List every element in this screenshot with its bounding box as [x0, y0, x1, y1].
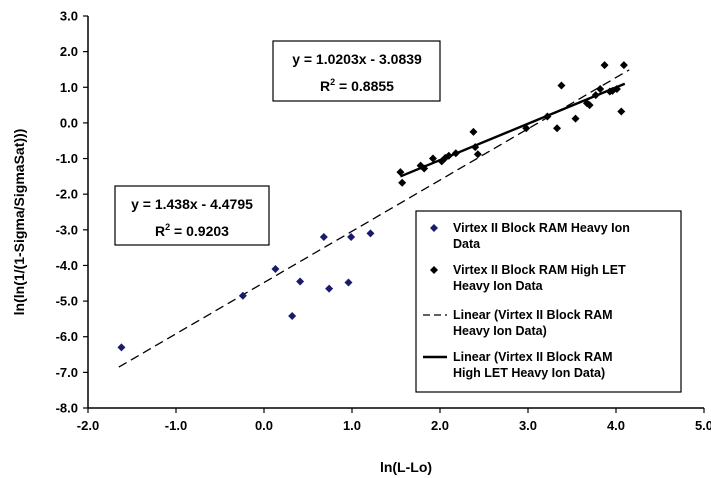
x-tick-label: 4.0	[607, 418, 625, 433]
y-tick-label: -6.0	[56, 329, 78, 344]
data-point-high-let	[553, 124, 562, 133]
y-tick-label: -3.0	[56, 222, 78, 237]
x-tick-label: 3.0	[519, 418, 537, 433]
legend-item-high-let-fit: Linear (Virtex II Block RAM High LET Hea…	[423, 350, 613, 380]
data-point-heavy-ion	[319, 232, 328, 241]
data-point-high-let	[543, 112, 552, 121]
data-point-high-let	[420, 164, 429, 173]
x-tick-label: 0.0	[255, 418, 273, 433]
data-point-high-let	[398, 178, 407, 187]
data-point-heavy-ion	[271, 265, 280, 274]
data-point-heavy-ion	[366, 229, 375, 238]
data-point-high-let	[600, 61, 609, 70]
data-point-high-let	[428, 154, 437, 163]
data-point-heavy-ion	[296, 277, 305, 286]
axes: 3.0 2.0 1.0 0.0 -1.0 -2.0 -3.0 -4.0 -5.0 -6.0 -7.0…	[11, 9, 711, 476]
y-tick-label: -2.0	[56, 187, 78, 202]
x-tick-label: 1.0	[343, 418, 361, 433]
legend-item-high-let: Virtex II Block RAM High LET Heavy Ion D…	[430, 263, 626, 293]
equation-high-let: y = 1.0203x - 3.0839	[292, 51, 422, 67]
data-point-high-let	[619, 61, 628, 70]
equation-box-heavy-ion: y = 1.438x - 4.4795 R2 = 0.9203	[114, 185, 270, 246]
data-point-heavy-ion	[117, 343, 126, 352]
data-point-high-let	[585, 101, 594, 110]
r-squared-high-let: R2 = 0.8855	[320, 77, 394, 94]
equation-box-high-let: y = 1.0203x - 3.0839 R2 = 0.8855	[272, 40, 441, 102]
data-point-heavy-ion	[288, 312, 297, 321]
x-axis-title: ln(L-Lo)	[380, 459, 432, 475]
legend-item-heavy-ion-fit: Linear (Virtex II Block RAM Heavy Ion Da…	[423, 308, 613, 338]
y-tick-label: -7.0	[56, 365, 78, 380]
data-point-high-let	[396, 168, 405, 177]
x-tick-label: -1.0	[165, 418, 187, 433]
y-tick-label: 0.0	[60, 115, 78, 130]
equation-heavy-ion: y = 1.438x - 4.4795	[131, 196, 253, 212]
y-tick-label: -1.0	[56, 151, 78, 166]
data-point-high-let	[471, 143, 480, 152]
legend-diamond-marker-icon	[430, 224, 438, 232]
equation-box-heavy-ion-frame	[114, 185, 270, 246]
data-point-high-let	[612, 85, 621, 94]
r-squared-heavy-ion: R2 = 0.9203	[155, 222, 229, 239]
y-tick-label: 1.0	[60, 80, 78, 95]
data-point-heavy-ion	[325, 284, 334, 293]
legend-label-line-2: Heavy Ion Data)	[453, 324, 547, 338]
legend-label-line-2: Heavy Ion Data	[453, 279, 544, 293]
legend-frame	[415, 210, 682, 393]
data-point-high-let	[451, 149, 460, 158]
data-point-high-let	[557, 81, 566, 90]
x-tick-label: -2.0	[77, 418, 99, 433]
y-tick-label: 3.0	[60, 9, 78, 24]
legend-label-line-2: High LET Heavy Ion Data)	[453, 366, 605, 380]
trend-line-high-let	[399, 82, 626, 178]
data-point-high-let	[591, 91, 600, 100]
data-point-heavy-ion	[238, 291, 247, 300]
legend-label-line-1: Virtex II Block RAM Heavy Ion	[453, 221, 630, 235]
y-axis-title: ln(ln(1/(1-Sigma/SigmaSat)))	[11, 129, 27, 316]
legend-label-line-2: Data	[453, 237, 481, 251]
y-tick-label: 2.0	[60, 44, 78, 59]
data-point-high-let	[596, 85, 605, 94]
y-tick-label: -5.0	[56, 294, 78, 309]
trend-lines	[118, 69, 630, 368]
legend: Virtex II Block RAM Heavy Ion Data Virte…	[415, 210, 682, 393]
data-point-high-let	[571, 114, 580, 123]
data-point-heavy-ion	[347, 232, 356, 241]
data-point-high-let	[617, 107, 626, 116]
legend-diamond-marker-icon	[430, 266, 438, 274]
legend-label-line-1: Linear (Virtex II Block RAM	[453, 350, 613, 364]
y-tick-label: -4.0	[56, 258, 78, 273]
data-point-high-let	[444, 151, 453, 160]
equation-box-high-let-frame	[272, 40, 441, 102]
data-points	[117, 61, 628, 352]
data-point-high-let	[522, 124, 531, 133]
legend-item-heavy-ion: Virtex II Block RAM Heavy Ion Data	[430, 221, 630, 251]
legend-label-line-1: Linear (Virtex II Block RAM	[453, 308, 613, 322]
x-tick-label: 5.0	[695, 418, 711, 433]
x-tick-label: 2.0	[431, 418, 449, 433]
data-point-high-let	[469, 127, 478, 136]
data-point-heavy-ion	[344, 278, 353, 287]
y-tick-label: -8.0	[56, 401, 78, 416]
data-point-high-let	[473, 150, 482, 159]
legend-label-line-1: Virtex II Block RAM High LET	[453, 263, 626, 277]
trend-line-heavy-ion	[118, 69, 630, 368]
